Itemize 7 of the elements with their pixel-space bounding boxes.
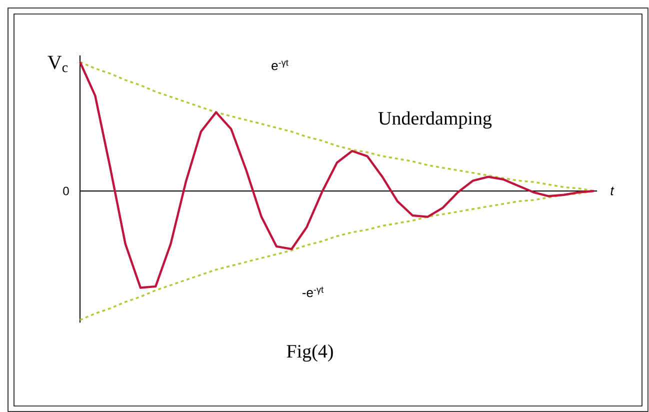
text: Fig(4): [286, 344, 333, 362]
text: 0: [63, 186, 69, 196]
annotation: e$^{-γt}$: [272, 60, 288, 70]
x-axis-title: t: [610, 186, 614, 196]
y-axis-title: V$_{c}$: [48, 56, 68, 72]
annotation: -e$^{-γt}$: [302, 286, 324, 298]
annotation: Underdamping: [378, 111, 492, 129]
